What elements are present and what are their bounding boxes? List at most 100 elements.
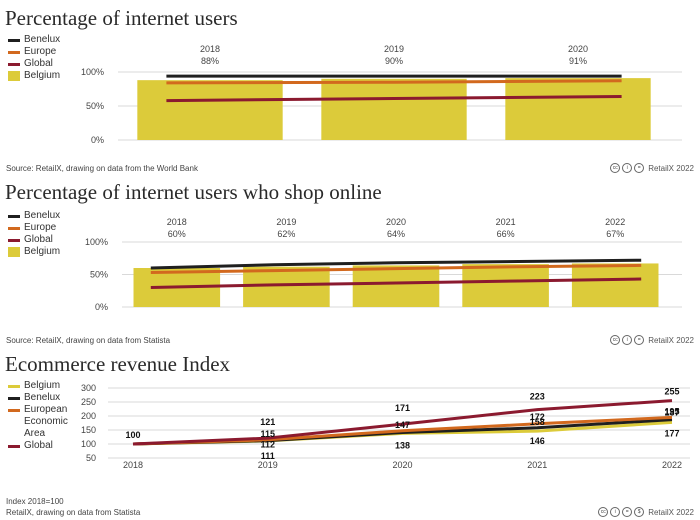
data-label: 112: [260, 440, 275, 450]
bar-value-label: 90%: [385, 56, 403, 66]
data-label: 255: [664, 387, 679, 397]
x-category-label: 2019: [384, 44, 404, 54]
legend-item-global: Global: [8, 440, 68, 452]
chart1-legend: Benelux Europe Global Belgium: [8, 34, 60, 82]
bar-value-label: 60%: [168, 229, 186, 239]
y-tick-label: 50: [86, 453, 96, 463]
chart3-title: Ecommerce revenue Index: [5, 352, 231, 376]
no-derivatives-icon: =: [634, 335, 645, 345]
legend-item-belgium: Belgium: [8, 246, 60, 258]
legend-item-global: Global: [8, 234, 60, 246]
legend-item-belgium: Belgium: [8, 380, 68, 392]
legend-item-belgium: Belgium: [8, 70, 60, 82]
bar-belgium: [321, 78, 467, 140]
europe-swatch-icon: [8, 227, 20, 230]
y-tick-label: 0%: [91, 135, 104, 145]
global-swatch-icon: [8, 63, 20, 66]
eea-swatch-icon: [8, 409, 20, 412]
chart3-plot: 50 100 150 200 250 300 2018 2019 2020 2021 2022 100…: [81, 383, 690, 470]
non-commercial-icon: $: [634, 507, 645, 517]
legend-item-benelux: Benelux: [8, 34, 60, 46]
x-category-label: 2018: [200, 44, 220, 54]
legend-item-benelux: Benelux: [8, 210, 60, 222]
bar-belgium: [243, 266, 330, 307]
series-line-global: [132, 399, 673, 446]
chart2-source: Source: RetailX, drawing on data from St…: [6, 336, 171, 345]
benelux-swatch-icon: [8, 397, 20, 400]
chart1-brand: cc i = RetailX 2022: [610, 163, 694, 173]
y-tick-label: 300: [81, 383, 96, 393]
legend-item-benelux: Benelux: [8, 392, 68, 404]
bar-belgium: [352, 265, 440, 307]
series-line-europe: [150, 263, 642, 274]
x-tick-label: 2020: [392, 460, 412, 470]
series-line-global: [150, 277, 642, 289]
chart2-brand: cc i = RetailX 2022: [610, 335, 694, 345]
y-tick-label: 250: [81, 397, 96, 407]
benelux-swatch-icon: [8, 215, 20, 218]
data-label: 115: [260, 429, 275, 439]
data-label: 158: [530, 417, 545, 427]
data-label: 171: [395, 403, 410, 413]
y-tick-label: 50%: [86, 101, 104, 111]
data-label: 138: [395, 440, 410, 450]
y-tick-label: 0%: [95, 302, 108, 312]
y-tick-label: 150: [81, 425, 96, 435]
data-label: 147: [395, 420, 410, 430]
y-tick-label: 50%: [90, 270, 108, 280]
data-label: 172: [530, 412, 545, 422]
bar-value-label: 64%: [387, 229, 405, 239]
cc-license-icon: cc: [598, 507, 609, 517]
series-line-global: [166, 95, 622, 103]
x-tick-label: 2022: [662, 460, 682, 470]
belgium-swatch-icon: [8, 71, 20, 81]
bar-belgium: [462, 264, 549, 307]
x-category-label: 2018: [167, 217, 187, 227]
data-label: 100: [125, 430, 140, 440]
chart2-title: Percentage of internet users who shop on…: [5, 180, 382, 204]
series-line-benelux: [150, 258, 642, 270]
chart3-brand: cc i = $ RetailX 2022: [598, 507, 694, 517]
data-label: 223: [530, 392, 545, 402]
x-tick-label: 2019: [258, 460, 278, 470]
legend-item-eea-line3: Area: [24, 428, 46, 439]
data-label: 146: [530, 436, 545, 446]
legend-item-europe: Europe: [8, 222, 60, 234]
global-swatch-icon: [8, 239, 20, 242]
y-tick-label: 100%: [85, 237, 108, 247]
cc-license-icon: cc: [610, 163, 621, 173]
europe-swatch-icon: [8, 51, 20, 54]
x-tick-label: 2018: [123, 460, 143, 470]
legend-item-global: Global: [8, 58, 60, 70]
bar-value-label: 66%: [497, 229, 515, 239]
x-category-label: 2021: [496, 217, 516, 227]
no-derivatives-icon: =: [622, 507, 633, 517]
data-label: 111: [261, 451, 275, 461]
chart2-legend: Benelux Europe Global Belgium: [8, 210, 60, 258]
legend-item-eea-line2: Economic: [24, 416, 68, 427]
belgium-swatch-icon: [8, 247, 20, 257]
y-tick-label: 100: [81, 439, 96, 449]
global-swatch-icon: [8, 445, 20, 448]
benelux-swatch-icon: [8, 39, 20, 42]
cc-license-icon: cc: [610, 335, 621, 345]
x-tick-label: 2021: [527, 460, 547, 470]
chart3-note: Index 2018=100: [6, 497, 64, 506]
bar-belgium: [571, 263, 659, 307]
belgium-swatch-icon: [8, 385, 20, 388]
chart1-plot: 0% 50% 100% 2018 88% 2019 90% 2020 91%: [81, 44, 682, 145]
y-tick-label: 100%: [81, 67, 104, 77]
no-derivatives-icon: =: [634, 163, 645, 173]
legend-item-europe: Europe: [8, 46, 60, 58]
bar-value-label: 91%: [569, 56, 587, 66]
series-line-europe: [166, 79, 622, 85]
attribution-icon: i: [622, 163, 633, 173]
bar-value-label: 67%: [606, 229, 624, 239]
chart3-legend: Belgium Benelux European Economic Area G…: [8, 380, 68, 452]
x-category-label: 2020: [568, 44, 588, 54]
x-category-label: 2019: [276, 217, 296, 227]
attribution-icon: i: [622, 335, 633, 345]
chart2-plot: 0% 50% 100% 2018 60% 2019 62% 2020 64% 2021 66% 202…: [85, 217, 682, 312]
chart3-source: RetailX, drawing on data from Statista: [6, 508, 141, 517]
bar-belgium: [137, 80, 283, 140]
